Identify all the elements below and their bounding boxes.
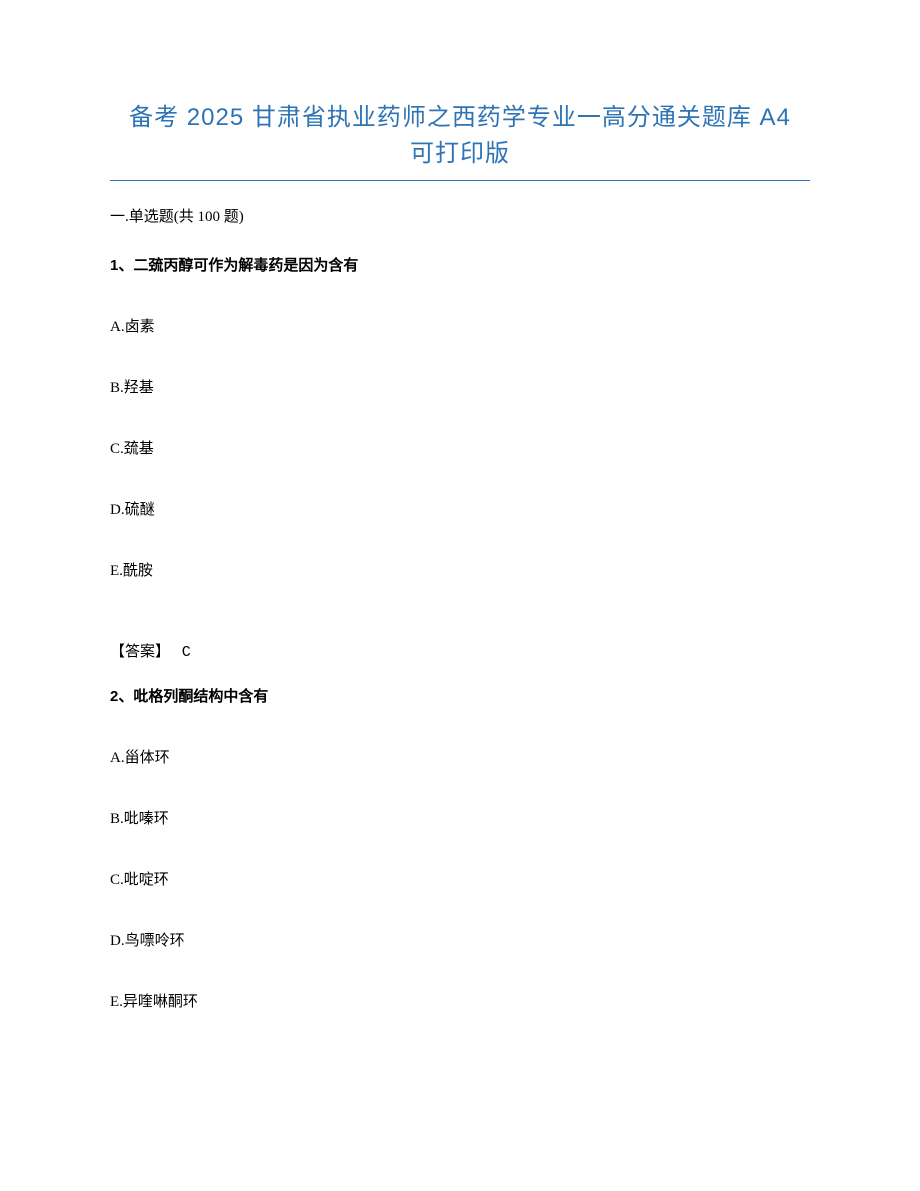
question-1-answer: 【答案】 C [110, 640, 810, 661]
section-header: 一.单选题(共 100 题) [110, 205, 810, 226]
answer-label: 【答案】 [110, 644, 170, 660]
question-2-option-e: E.异喹啉酮环 [110, 990, 810, 1011]
question-1-number: 1、 [110, 257, 133, 274]
question-1-option-d: D.硫醚 [110, 498, 810, 519]
question-2-option-b: B.吡嗪环 [110, 807, 810, 828]
title-underline [110, 180, 810, 181]
question-2-option-d: D.鸟嘌呤环 [110, 929, 810, 950]
answer-value: C [182, 644, 191, 661]
question-2-stem: 2、吡格列酮结构中含有 [110, 685, 810, 706]
question-1-stem: 1、二巯丙醇可作为解毒药是因为含有 [110, 254, 810, 275]
question-2-text: 吡格列酮结构中含有 [133, 688, 268, 705]
title-line2: 可打印版 [410, 140, 510, 167]
question-2-option-c: C.吡啶环 [110, 868, 810, 889]
title-line1: 备考 2025 甘肃省执业药师之西药学专业一高分通关题库 A4 [129, 104, 791, 131]
question-1-option-c: C.巯基 [110, 437, 810, 458]
question-2-number: 2、 [110, 688, 133, 705]
question-2-option-a: A.甾体环 [110, 746, 810, 767]
question-1-option-b: B.羟基 [110, 376, 810, 397]
question-1-option-e: E.酰胺 [110, 559, 810, 580]
question-1-option-a: A.卤素 [110, 315, 810, 336]
document-title: 备考 2025 甘肃省执业药师之西药学专业一高分通关题库 A4 可打印版 [110, 100, 810, 172]
question-1-text: 二巯丙醇可作为解毒药是因为含有 [133, 257, 358, 274]
